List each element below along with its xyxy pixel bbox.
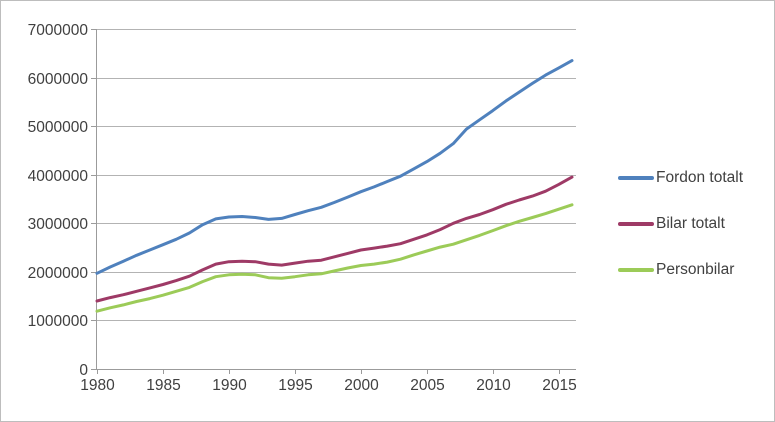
series-line-fordon-totalt [95, 59, 574, 275]
x-axis-label-1995: 1995 [278, 377, 312, 394]
y-axis-label-1000000: 1000000 [28, 313, 89, 330]
y-axis-label-3000000: 3000000 [28, 216, 89, 233]
y-axis-label-6000000: 6000000 [28, 71, 89, 88]
legend-label-fordon-totalt: Fordon totalt [656, 169, 744, 186]
legend-item-bilar-totalt: Bilar totalt [618, 213, 743, 235]
y-axis-label-7000000: 7000000 [28, 22, 89, 39]
x-axis-label-2000: 2000 [344, 377, 379, 394]
legend-swatch-bilar-totalt [618, 222, 654, 226]
x-axis-label-1985: 1985 [146, 377, 180, 394]
y-axis-label-2000000: 2000000 [28, 265, 89, 282]
y-axis-label-0: 0 [79, 362, 88, 379]
series-line-bilar-totalt [95, 175, 574, 303]
legend-swatch-fordon-totalt [618, 176, 654, 180]
series-line-personbilar [95, 203, 574, 313]
chart-legend: Fordon totalt Bilar totalt Personbilar [618, 167, 743, 281]
y-axis-label-4000000: 4000000 [28, 168, 89, 185]
x-axis-label-2010: 2010 [476, 377, 511, 394]
x-axis-label-1980: 1980 [80, 377, 115, 394]
y-axis-label-5000000: 5000000 [28, 119, 89, 136]
legend-label-personbilar: Personbilar [656, 261, 735, 278]
legend-label-bilar-totalt: Bilar totalt [656, 215, 725, 232]
x-axis-label-2015: 2015 [542, 377, 576, 394]
x-axis-label-1990: 1990 [212, 377, 247, 394]
legend-swatch-personbilar [618, 268, 654, 272]
x-axis-label-2005: 2005 [410, 377, 444, 394]
legend-item-personbilar: Personbilar [618, 259, 743, 281]
legend-item-fordon-totalt: Fordon totalt [618, 167, 743, 189]
